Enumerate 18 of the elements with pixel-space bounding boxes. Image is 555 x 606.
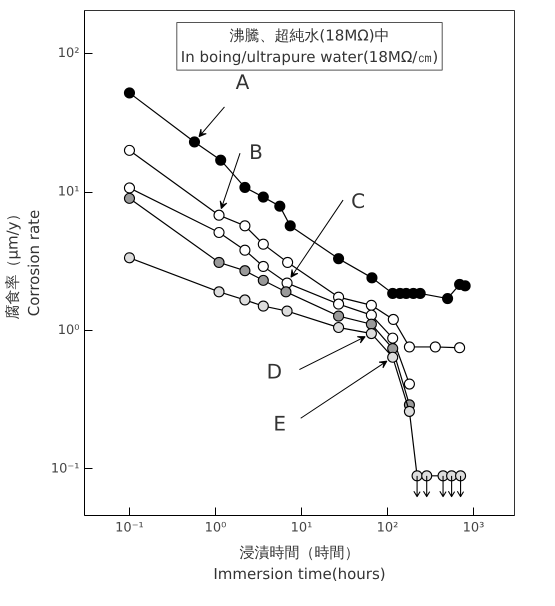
annotation: E [273, 411, 286, 436]
x-tick-label: 10³ [462, 520, 484, 536]
y-tick-label: 10¹ [58, 184, 80, 200]
y-tick-label: 10² [58, 46, 80, 62]
annotation: B [249, 140, 263, 164]
annotation: A [236, 70, 250, 94]
annotation: C [351, 189, 366, 214]
x-tick-label: 10¹ [290, 520, 312, 536]
x-tick-label: 10⁰ [204, 520, 226, 536]
y-tick-label: 10⁰ [58, 322, 80, 338]
y-axis-title: 腐食率（μm/y） Corrosion rate [3, 206, 43, 320]
x-axis-title: 浸漬時間（時間） Immersion time(hours) [213, 544, 386, 584]
annotation: D [266, 360, 282, 384]
text: 沸騰、超純水(18MΩ)中 [229, 26, 390, 44]
text: In boing/ultrapure water(18MΩ/㎝) [180, 48, 438, 66]
x-tick-label: 10⁻¹ [115, 520, 144, 536]
x-tick-label: 10² [376, 520, 398, 536]
y-tick-label: 10⁻¹ [50, 461, 80, 476]
